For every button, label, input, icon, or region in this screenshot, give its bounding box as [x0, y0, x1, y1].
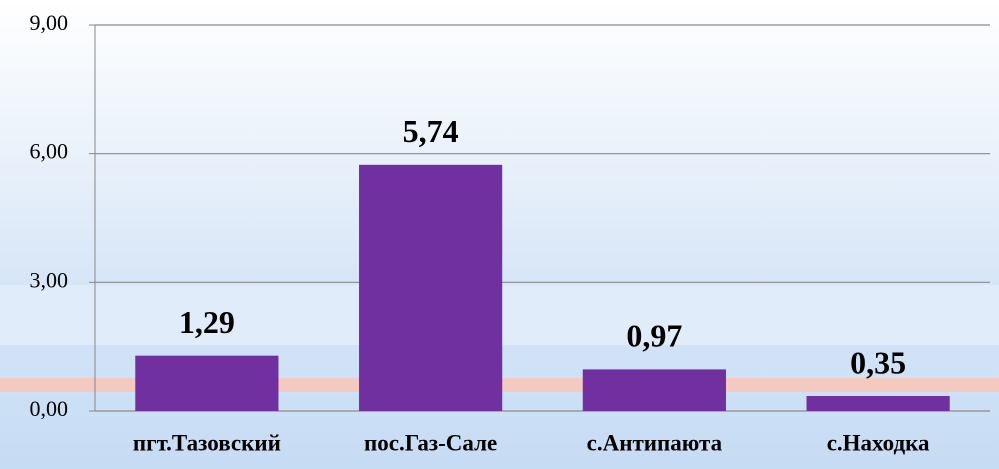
y-tick-label: 6,00 — [30, 139, 69, 164]
x-tick-label: с.Находка — [827, 430, 930, 455]
y-tick-label: 9,00 — [30, 10, 69, 35]
x-tick-label: пгт.Тазовский — [133, 430, 281, 455]
y-tick-label: 0,00 — [30, 396, 69, 421]
bar — [806, 395, 950, 411]
value-label: 1,29 — [179, 304, 235, 340]
bar — [135, 355, 279, 411]
value-label: 0,35 — [850, 344, 906, 380]
x-tick-label: пос.Газ-Сале — [364, 430, 497, 455]
y-tick-label: 3,00 — [30, 267, 69, 292]
value-label: 0,97 — [626, 318, 682, 354]
bar — [582, 369, 726, 411]
bar — [359, 164, 503, 411]
x-tick-label: с.Антипаюта — [587, 430, 723, 455]
value-label: 5,74 — [403, 113, 459, 149]
